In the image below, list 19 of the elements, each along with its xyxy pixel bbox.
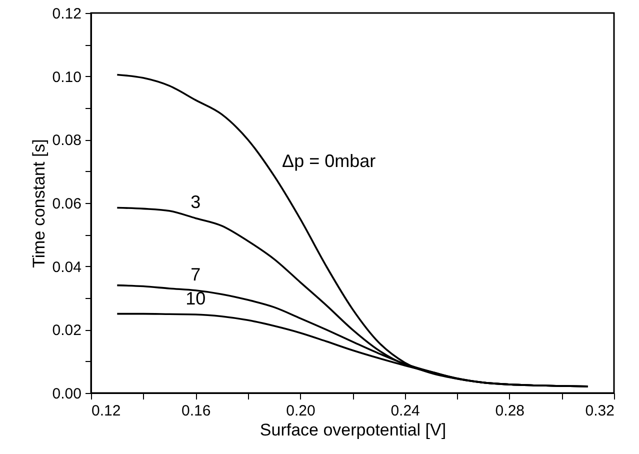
y-tick-label: 0.08: [52, 132, 82, 150]
y-tick-label: 0.00: [52, 386, 82, 402]
series-label: 10: [186, 288, 206, 308]
x-tick-label: 0.20: [286, 402, 316, 420]
x-axis-title: Surface overpotential [V]: [260, 420, 446, 440]
y-tick-label: 0.02: [52, 322, 82, 340]
x-tick-label: 0.24: [390, 402, 420, 420]
y-axis-title: Time constant [s]: [29, 139, 48, 268]
y-tick-label: 0.12: [52, 6, 82, 22]
y-tick-label: 0.06: [52, 196, 82, 212]
series-label: 3: [190, 192, 201, 212]
x-tick-label: 0.28: [495, 402, 524, 420]
y-tick-label: 0.10: [52, 68, 82, 86]
y-tick-label: 0.04: [52, 258, 82, 276]
x-tick-label: 0.16: [182, 402, 211, 420]
series-label: Δp = 0mbar: [282, 150, 376, 171]
series-label: 7: [190, 264, 201, 284]
x-tick-label: 0.32: [585, 402, 614, 420]
x-tick-label: 0.12: [92, 402, 121, 420]
